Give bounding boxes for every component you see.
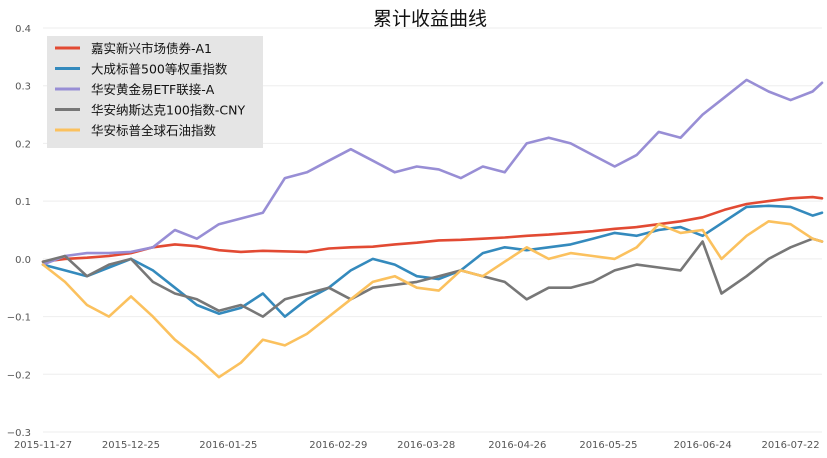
y-tick-label: −0.3 [7,428,31,439]
series-line-1 [41,195,824,264]
legend-label-4: 华安纳斯达克100指数-CNY [91,103,245,118]
y-tick-label: 0.3 [15,82,31,93]
y-tick-label: 0.4 [15,24,31,35]
series-line-5 [41,220,824,379]
y-axis-ticks: −0.3 −0.2 −0.1 0.0 0.1 0.2 0.3 0.4 [7,24,31,439]
x-tick-label: 2016-02-29 [309,440,367,451]
legend-label-5: 华安标普全球石油指数 [91,123,217,138]
x-tick-label: 2016-06-24 [674,440,732,451]
legend-label-2: 大成标普500等权重指数 [91,62,228,77]
y-tick-label: −0.2 [7,370,31,381]
x-tick-label: 2016-03-28 [397,440,455,451]
legend-label-1: 嘉实新兴市场债券-A1 [91,41,212,56]
x-tick-label: 2016-01-25 [199,440,257,451]
x-tick-label: 2016-07-22 [762,440,820,451]
series-line-3 [41,78,824,266]
x-axis-ticks: 2015-11-27 2015-12-25 2016-01-25 2016-02-29… [14,440,820,451]
x-tick-label: 2015-11-27 [14,440,72,451]
legend-label-3: 华安黄金易ETF联接-A [91,82,215,97]
series-line-4 [41,237,824,318]
series-lines [41,78,824,379]
y-tick-label: 0.2 [15,139,31,150]
y-tick-label: 0.0 [15,255,31,266]
y-tick-label: 0.1 [15,197,31,208]
legend-box [47,36,263,148]
series-line-2 [41,204,824,318]
x-tick-label: 2015-12-25 [102,440,160,451]
x-tick-label: 2016-05-25 [579,440,637,451]
chart-title: 累计收益曲线 [373,8,487,30]
x-tick-label: 2016-04-26 [488,440,546,451]
y-tick-label: −0.1 [7,313,31,324]
